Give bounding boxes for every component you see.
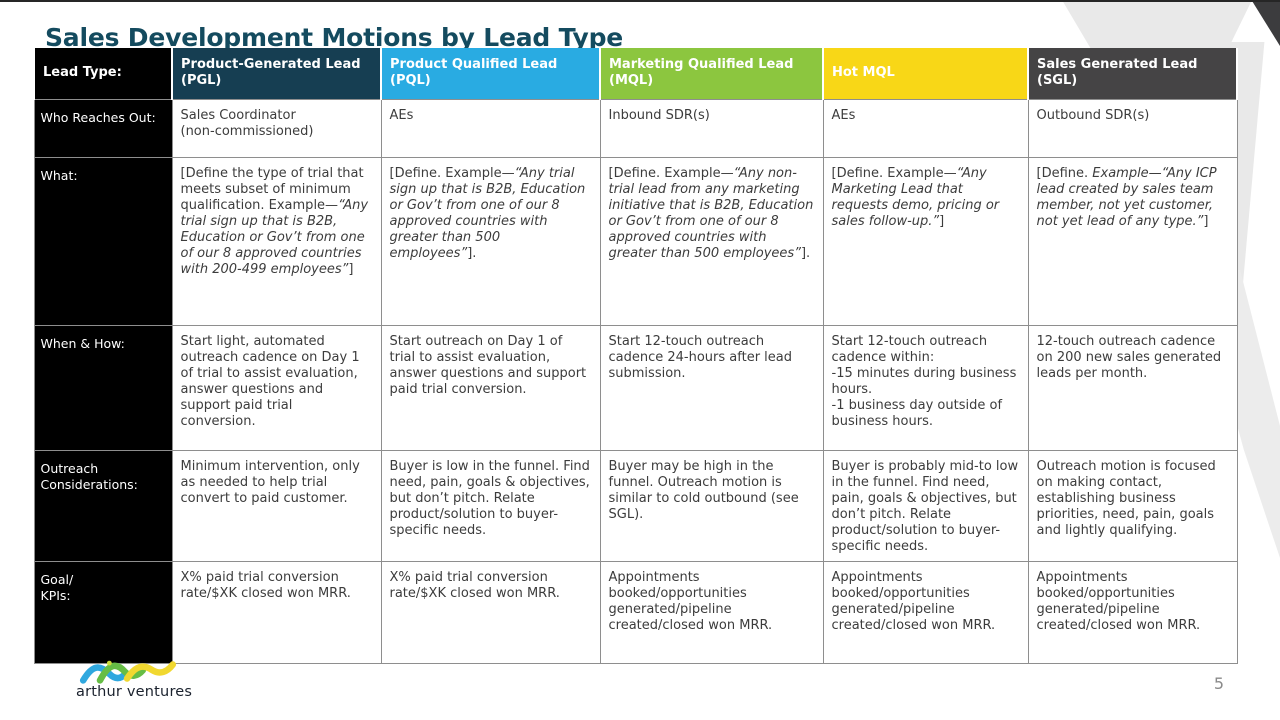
table-row: Goal/ KPIs: X% paid trial conversion rate… bbox=[33, 561, 1238, 665]
cell-text: AEs bbox=[389, 107, 414, 123]
cell-text: [Define. bbox=[1036, 165, 1093, 181]
cell-text-italic: “Any Marketing Lead that requests demo, … bbox=[831, 165, 1000, 229]
cell-text-italic: Example—“Any ICP lead created by sales t… bbox=[1036, 165, 1217, 229]
cell-text: Outreach motion is focused on making con… bbox=[1036, 458, 1216, 538]
table-cell: Start light, automated outreach cadence … bbox=[171, 324, 382, 451]
table-cell: Appointments booked/opportunities genera… bbox=[1027, 561, 1238, 665]
cell-text-italic: “Any non-trial lead from any marketing i… bbox=[608, 165, 814, 262]
cell-text: Outbound SDR(s) bbox=[1036, 107, 1150, 123]
page-number: 5 bbox=[1213, 674, 1224, 693]
cell-text: ] bbox=[1203, 213, 1209, 229]
cell-text: [Define. Example— bbox=[831, 165, 957, 181]
cell-text: Buyer may be high in the funnel. Outreac… bbox=[608, 458, 799, 522]
table-cell: Inbound SDR(s) bbox=[599, 98, 824, 158]
corner-header-lead-type: Lead Type: bbox=[33, 48, 173, 99]
table-row: Who Reaches Out: Sales Coordinator (non-c… bbox=[33, 98, 1238, 158]
row-label: What: bbox=[33, 156, 173, 326]
cell-text: Buyer is low in the funnel. Find need, p… bbox=[389, 458, 590, 538]
cell-text: Buyer is probably mid-to low in the funn… bbox=[831, 458, 1019, 555]
table-cell: [Define. Example—“Any Marketing Lead tha… bbox=[822, 156, 1029, 326]
column-header: Sales Generated Lead (SGL) bbox=[1027, 48, 1238, 99]
cell-text: ] bbox=[348, 262, 354, 278]
column-header: Product-Generated Lead (PGL) bbox=[171, 48, 382, 99]
cell-text: Appointments booked/opportunities genera… bbox=[831, 570, 996, 634]
cell-text: Start 12-touch outreach cadence 24-hours… bbox=[608, 333, 793, 381]
table-cell: Buyer is probably mid-to low in the funn… bbox=[822, 449, 1029, 563]
cell-text: [Define. Example— bbox=[389, 165, 515, 181]
table-cell: [Define. Example—“Any ICP lead created b… bbox=[1027, 156, 1238, 326]
cell-text: ] bbox=[939, 213, 945, 229]
column-header: Hot MQL bbox=[822, 48, 1029, 99]
table-cell: AEs bbox=[380, 98, 601, 158]
table-cell: Sales Coordinator (non-commissioned) bbox=[171, 98, 382, 158]
table-cell: Buyer may be high in the funnel. Outreac… bbox=[599, 449, 824, 563]
cell-text: Inbound SDR(s) bbox=[608, 107, 710, 123]
table-cell: Outreach motion is focused on making con… bbox=[1027, 449, 1238, 563]
row-label: Who Reaches Out: bbox=[33, 98, 173, 158]
cell-text: 12-touch outreach cadence on 200 new sal… bbox=[1036, 333, 1222, 381]
table-cell: [Define. Example—“Any trial sign up that… bbox=[380, 156, 601, 326]
table-cell: 12-touch outreach cadence on 200 new sal… bbox=[1027, 324, 1238, 451]
column-header: Product Qualified Lead (PQL) bbox=[380, 48, 601, 99]
cell-text: ]. bbox=[467, 246, 477, 262]
cell-text: ]. bbox=[800, 246, 811, 262]
cell-text: AEs bbox=[831, 107, 856, 123]
lead-type-table: Lead Type: Product-Generated Lead (PGL) Pr… bbox=[33, 48, 1238, 665]
table-cell: X% paid trial conversion rate/$XK closed… bbox=[380, 561, 601, 665]
logo-wave-icon bbox=[79, 660, 177, 684]
cell-text: Appointments booked/opportunities genera… bbox=[608, 570, 773, 634]
table-cell: Appointments booked/opportunities genera… bbox=[599, 561, 824, 665]
column-header: Marketing Qualified Lead (MQL) bbox=[599, 48, 824, 99]
row-label: Goal/ KPIs: bbox=[33, 561, 173, 665]
cell-text: Start 12-touch outreach cadence within: … bbox=[831, 333, 1017, 430]
table-row: Outreach Considerations: Minimum interven… bbox=[33, 449, 1238, 563]
cell-text: X% paid trial conversion rate/$XK closed… bbox=[180, 570, 351, 602]
arthur-ventures-logo: arthur ventures bbox=[76, 658, 196, 700]
table-cell: Start 12-touch outreach cadence 24-hours… bbox=[599, 324, 824, 451]
table-row: What: [Define the type of trial that meet… bbox=[33, 156, 1238, 326]
slide-top-edge bbox=[0, 0, 1280, 2]
table-cell: Buyer is low in the funnel. Find need, p… bbox=[380, 449, 601, 563]
cell-text: Start light, automated outreach cadence … bbox=[180, 333, 360, 430]
table-cell: Start 12-touch outreach cadence within: … bbox=[822, 324, 1029, 451]
table-cell: AEs bbox=[822, 98, 1029, 158]
table-cell: Appointments booked/opportunities genera… bbox=[822, 561, 1029, 665]
table-row: When & How: Start light, automated outrea… bbox=[33, 324, 1238, 451]
cell-text-italic: “Any trial sign up that is B2B, Educatio… bbox=[389, 165, 586, 262]
cell-text: Appointments booked/opportunities genera… bbox=[1036, 570, 1201, 634]
cell-text: [Define. Example— bbox=[608, 165, 734, 181]
table-cell: Outbound SDR(s) bbox=[1027, 98, 1238, 158]
table-cell: Minimum intervention, only as needed to … bbox=[171, 449, 382, 563]
row-label: Outreach Considerations: bbox=[33, 449, 173, 563]
cell-text: Sales Coordinator (non-commissioned) bbox=[180, 107, 314, 139]
cell-text: X% paid trial conversion rate/$XK closed… bbox=[389, 570, 560, 602]
cell-text: [Define the type of trial that meets sub… bbox=[180, 165, 364, 213]
row-label: When & How: bbox=[33, 324, 173, 451]
table-header-row: Lead Type: Product-Generated Lead (PGL) Pr… bbox=[33, 48, 1238, 99]
cell-text: Minimum intervention, only as needed to … bbox=[180, 458, 360, 506]
table-cell: X% paid trial conversion rate/$XK closed… bbox=[171, 561, 382, 665]
table-cell: [Define the type of trial that meets sub… bbox=[171, 156, 382, 326]
logo-wordmark: arthur ventures bbox=[76, 684, 193, 700]
page-title: Sales Development Motions by Lead Type bbox=[45, 22, 624, 52]
cell-text: Start outreach on Day 1 of trial to assi… bbox=[389, 333, 587, 397]
cell-text-italic: “Any trial sign up that is B2B, Educatio… bbox=[180, 197, 369, 278]
table-cell: Start outreach on Day 1 of trial to assi… bbox=[380, 324, 601, 451]
table-cell: [Define. Example—“Any non-trial lead fro… bbox=[599, 156, 824, 326]
